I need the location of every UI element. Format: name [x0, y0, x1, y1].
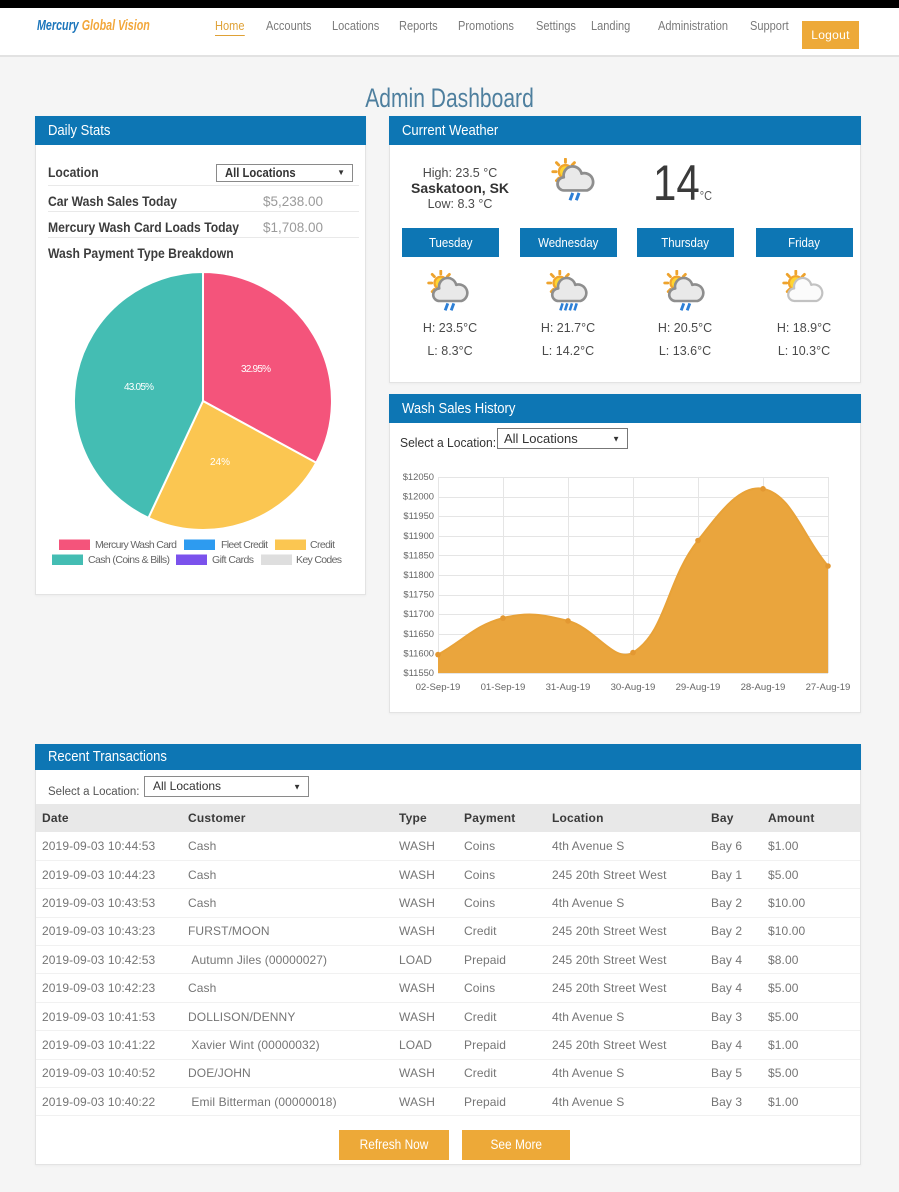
- svg-text:Credit: Credit: [310, 539, 335, 551]
- svg-text:$11600: $11600: [403, 647, 434, 658]
- svg-text:Fleet Credit: Fleet Credit: [221, 539, 268, 551]
- svg-text:$11550: $11550: [403, 667, 434, 678]
- svg-text:$11750: $11750: [403, 589, 434, 600]
- svg-text:24%: 24%: [210, 457, 230, 468]
- svg-text:27-Aug-19: 27-Aug-19: [806, 682, 851, 693]
- svg-text:$11800: $11800: [403, 569, 434, 580]
- svg-text:$11900: $11900: [403, 530, 434, 541]
- svg-text:$11850: $11850: [403, 549, 434, 560]
- svg-text:Mercury Wash Card: Mercury Wash Card: [95, 539, 177, 551]
- svg-text:$12050: $12050: [403, 471, 434, 482]
- svg-text:Cash (Coins & Bills): Cash (Coins & Bills): [88, 554, 170, 566]
- svg-text:43.05%: 43.05%: [124, 382, 154, 393]
- svg-text:28-Aug-19: 28-Aug-19: [741, 682, 786, 693]
- svg-text:$11950: $11950: [403, 510, 434, 521]
- svg-text:Key Codes: Key Codes: [296, 554, 342, 566]
- svg-text:$12000: $12000: [403, 491, 434, 502]
- svg-text:01-Sep-19: 01-Sep-19: [481, 682, 526, 693]
- svg-text:02-Sep-19: 02-Sep-19: [416, 682, 461, 693]
- svg-text:29-Aug-19: 29-Aug-19: [676, 682, 721, 693]
- svg-text:$11700: $11700: [403, 608, 434, 619]
- svg-text:Gift Cards: Gift Cards: [212, 554, 254, 566]
- svg-text:30-Aug-19: 30-Aug-19: [611, 682, 656, 693]
- svg-text:$11650: $11650: [403, 628, 434, 639]
- svg-text:32.95%: 32.95%: [241, 364, 271, 375]
- svg-text:31-Aug-19: 31-Aug-19: [546, 682, 591, 693]
